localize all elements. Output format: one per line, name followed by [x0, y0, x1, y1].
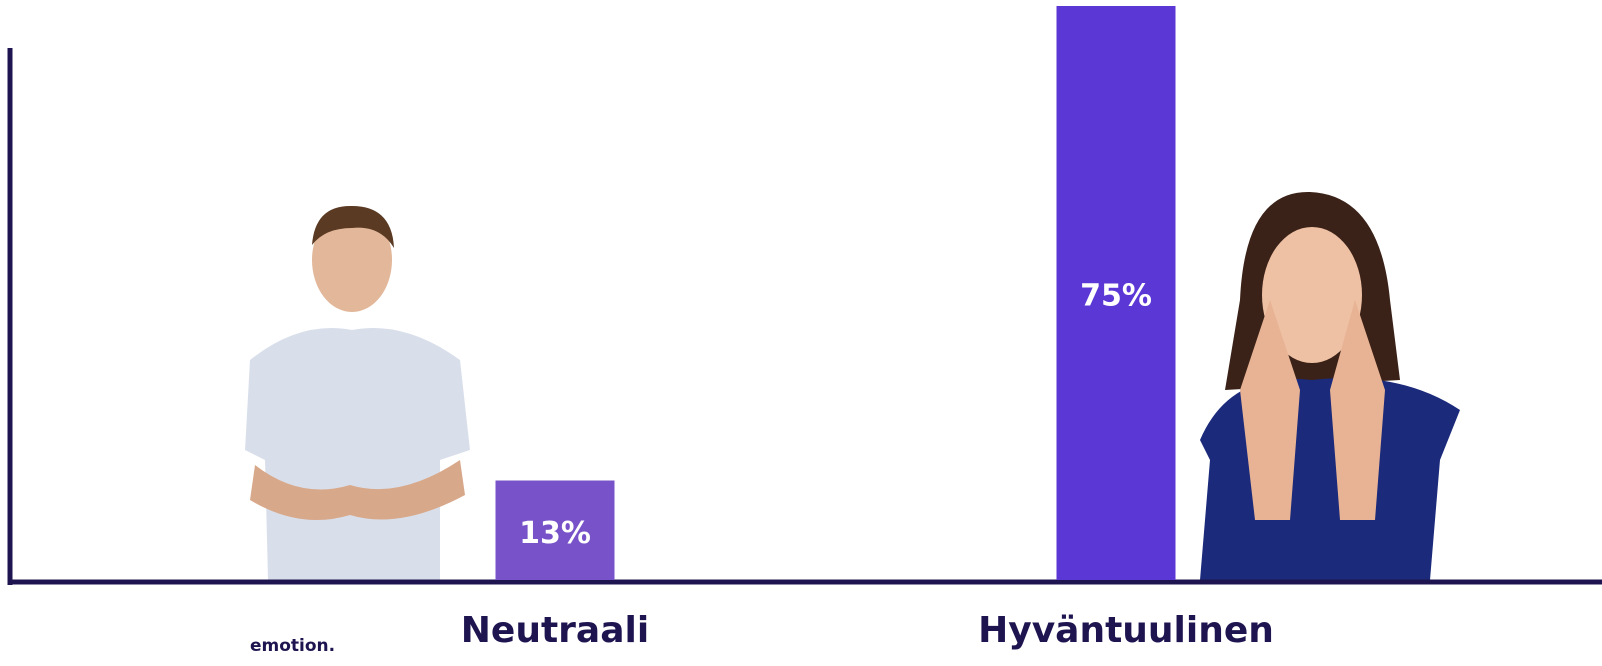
value-label: 75% — [1080, 279, 1152, 314]
bar — [495, 480, 615, 580]
x-tick-label: Neutraali — [461, 610, 649, 651]
x-tick-label: Hyväntuulinen — [978, 610, 1274, 651]
value-label: 13% — [519, 516, 591, 551]
bar — [1056, 6, 1176, 580]
logo-text: emotion. — [250, 636, 335, 656]
illustration-woman — [1200, 191, 1460, 580]
illustration-man — [245, 205, 470, 580]
